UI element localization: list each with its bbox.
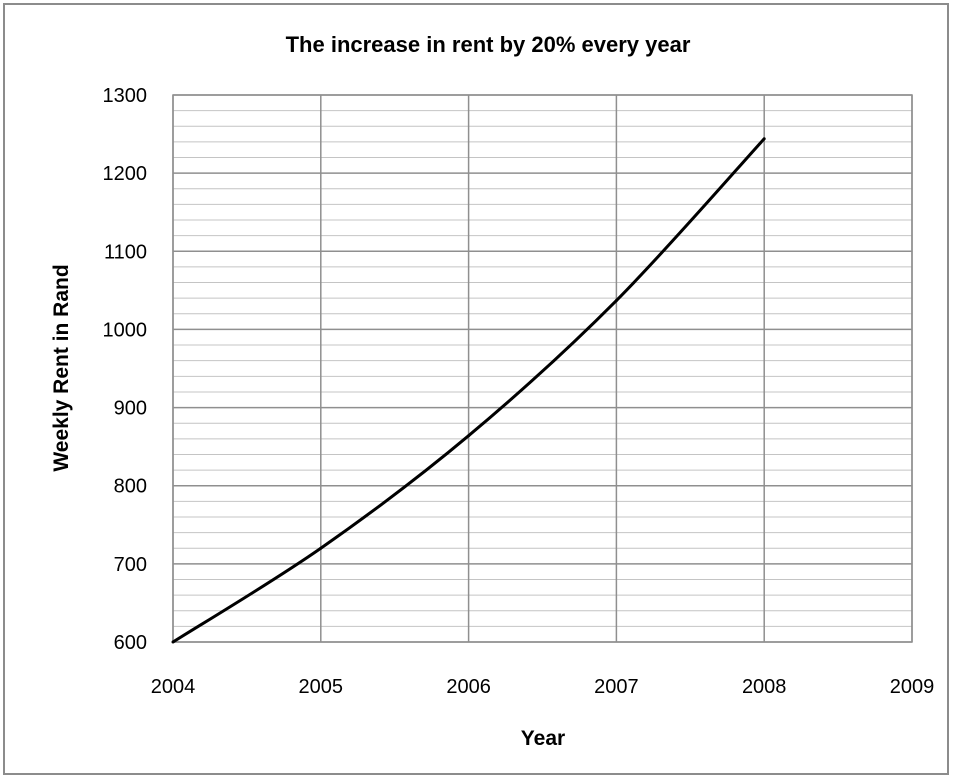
y-tick-label: 1000 (103, 319, 148, 341)
y-tick-label: 700 (114, 554, 147, 576)
y-tick-label: 900 (114, 398, 147, 420)
chart-frame (3, 3, 949, 775)
plot-area-border (172, 94, 913, 643)
y-tick-label: 800 (114, 476, 147, 498)
y-axis-title: Weekly Rent in Rand (50, 264, 73, 471)
y-tick-label: 600 (114, 632, 147, 654)
y-tick-label: 1300 (103, 85, 148, 107)
x-tick-label: 2004 (151, 676, 196, 698)
x-tick-label: 2005 (299, 676, 344, 698)
data-point (319, 546, 323, 550)
x-tick-label: 2007 (594, 676, 639, 698)
x-tick-label: 2009 (890, 676, 935, 698)
x-tick-label: 2008 (742, 676, 787, 698)
data-point (171, 640, 175, 644)
grid-layer (172, 94, 913, 643)
x-axis-title: Year (521, 727, 565, 750)
y-tick-label: 1200 (103, 163, 148, 185)
data-point (762, 137, 766, 141)
x-tick-label: 2006 (446, 676, 491, 698)
data-point (467, 434, 471, 438)
tick-layer: 600 700 800 900 1000 1100 1200 1300 2004 2005 2006… (103, 85, 935, 698)
series-layer (171, 137, 766, 644)
data-point (614, 299, 618, 303)
y-tick-label: 1100 (104, 241, 147, 263)
chart-title: The increase in rent by 20% every year (286, 32, 691, 57)
